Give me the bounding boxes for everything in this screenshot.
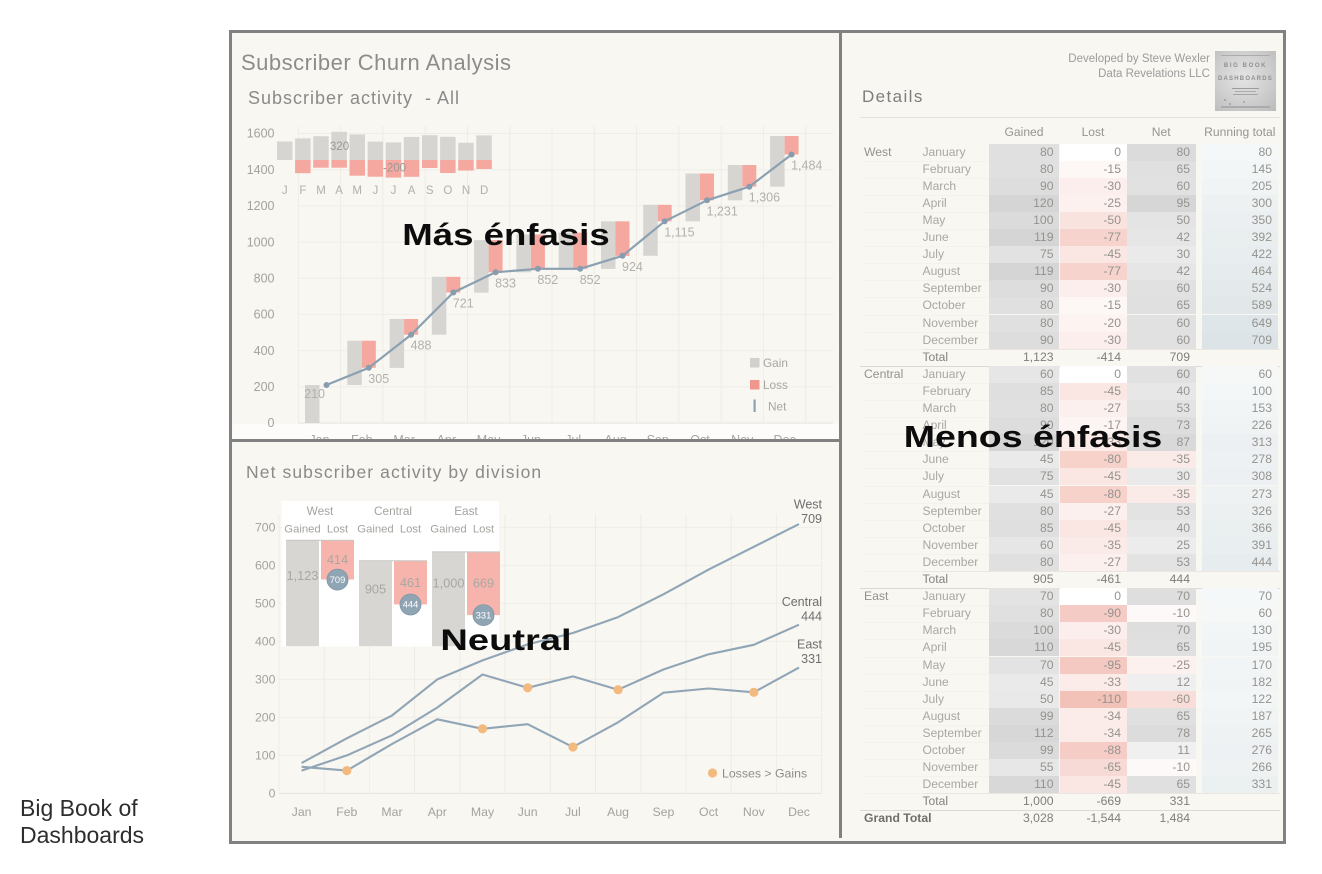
svg-text:1,000: 1,000 <box>432 576 464 591</box>
svg-text:Net: Net <box>768 399 787 413</box>
svg-text:Jan: Jan <box>292 805 312 819</box>
svg-text:Nov: Nov <box>731 433 754 447</box>
svg-text:1600: 1600 <box>247 127 275 141</box>
svg-text:1200: 1200 <box>247 199 275 213</box>
svg-text:Sep: Sep <box>647 433 669 447</box>
svg-text:May: May <box>471 805 495 819</box>
svg-text:461: 461 <box>400 575 421 590</box>
svg-text:Mar: Mar <box>381 805 402 819</box>
svg-text:Losses > Gains: Losses > Gains <box>722 767 807 781</box>
svg-text:Sep: Sep <box>652 805 674 819</box>
svg-text:210: 210 <box>304 387 325 401</box>
svg-text:Gained: Gained <box>357 524 393 536</box>
svg-text:Lost: Lost <box>473 524 495 536</box>
svg-text:600: 600 <box>254 308 275 322</box>
svg-text:S: S <box>426 185 434 197</box>
svg-text:F: F <box>299 185 306 197</box>
svg-text:Dec: Dec <box>788 805 810 819</box>
svg-text:1,484: 1,484 <box>791 159 822 173</box>
svg-text:Apr: Apr <box>428 805 447 819</box>
svg-text:444: 444 <box>801 610 822 624</box>
svg-text:N: N <box>462 185 470 197</box>
svg-text:Jul: Jul <box>565 433 581 447</box>
svg-text:320: 320 <box>330 141 349 153</box>
svg-text:Mar: Mar <box>393 433 415 447</box>
svg-text:Central: Central <box>374 504 412 518</box>
svg-text:852: 852 <box>537 273 558 287</box>
svg-text:Oct: Oct <box>699 805 719 819</box>
svg-text:500: 500 <box>255 597 276 611</box>
svg-text:700: 700 <box>255 521 276 535</box>
svg-text:0: 0 <box>269 787 276 801</box>
svg-text:600: 600 <box>255 559 276 573</box>
svg-text:721: 721 <box>453 297 474 311</box>
svg-text:669: 669 <box>473 576 494 591</box>
svg-text:1,306: 1,306 <box>749 191 780 205</box>
svg-text:Gain: Gain <box>763 356 788 370</box>
svg-text:488: 488 <box>411 339 432 353</box>
svg-text:Lost: Lost <box>400 524 422 536</box>
svg-text:West: West <box>794 498 823 512</box>
svg-text:East: East <box>454 504 478 518</box>
svg-text:100: 100 <box>255 749 276 763</box>
svg-text:400: 400 <box>255 635 276 649</box>
svg-text:J: J <box>282 185 288 197</box>
svg-text:Feb: Feb <box>336 805 357 819</box>
svg-text:200: 200 <box>255 711 276 725</box>
svg-text:A: A <box>335 185 343 197</box>
svg-text:O: O <box>443 185 452 197</box>
svg-text:400: 400 <box>254 344 275 358</box>
svg-text:Jul: Jul <box>565 805 581 819</box>
svg-text:905: 905 <box>365 582 386 597</box>
svg-text:M: M <box>352 185 362 197</box>
svg-text:331: 331 <box>476 610 492 620</box>
svg-text:833: 833 <box>495 276 516 290</box>
svg-text:D: D <box>480 185 488 197</box>
svg-text:709: 709 <box>330 575 346 585</box>
svg-text:1,115: 1,115 <box>664 225 694 239</box>
svg-text:M: M <box>316 185 326 197</box>
svg-text:East: East <box>797 638 823 652</box>
svg-text:West: West <box>307 504 334 518</box>
svg-text:1400: 1400 <box>247 163 275 177</box>
svg-text:709: 709 <box>801 512 822 526</box>
svg-text:Apr: Apr <box>437 433 456 447</box>
svg-text:Jan: Jan <box>309 433 329 447</box>
svg-text:Aug: Aug <box>607 805 629 819</box>
svg-text:331: 331 <box>801 652 822 666</box>
svg-text:1,123: 1,123 <box>286 568 318 583</box>
svg-text:May: May <box>477 433 501 447</box>
svg-text:300: 300 <box>255 673 276 687</box>
svg-text:A: A <box>408 185 416 197</box>
svg-text:Feb: Feb <box>351 433 373 447</box>
svg-text:305: 305 <box>368 372 389 386</box>
svg-text:852: 852 <box>580 273 601 287</box>
svg-text:Gained: Gained <box>430 524 466 536</box>
svg-text:-200: -200 <box>383 163 406 175</box>
svg-text:800: 800 <box>254 271 275 285</box>
svg-text:Jun: Jun <box>518 805 538 819</box>
svg-text:200: 200 <box>254 380 275 394</box>
svg-text:444: 444 <box>403 600 419 610</box>
svg-text:Aug: Aug <box>604 433 626 447</box>
svg-text:J: J <box>391 185 397 197</box>
svg-text:0: 0 <box>268 416 275 430</box>
svg-text:924: 924 <box>622 260 643 274</box>
svg-text:414: 414 <box>327 552 348 567</box>
svg-text:Gained: Gained <box>284 524 320 536</box>
svg-text:Loss: Loss <box>763 378 788 392</box>
svg-text:Oct: Oct <box>690 433 710 447</box>
svg-text:Dec: Dec <box>773 433 795 447</box>
svg-text:Jun: Jun <box>521 433 541 447</box>
svg-text:Nov: Nov <box>743 805 766 819</box>
svg-text:Lost: Lost <box>327 524 349 536</box>
svg-text:1,231: 1,231 <box>707 204 738 218</box>
svg-text:1000: 1000 <box>247 235 275 249</box>
svg-text:Central: Central <box>782 595 822 609</box>
svg-text:J: J <box>373 185 379 197</box>
